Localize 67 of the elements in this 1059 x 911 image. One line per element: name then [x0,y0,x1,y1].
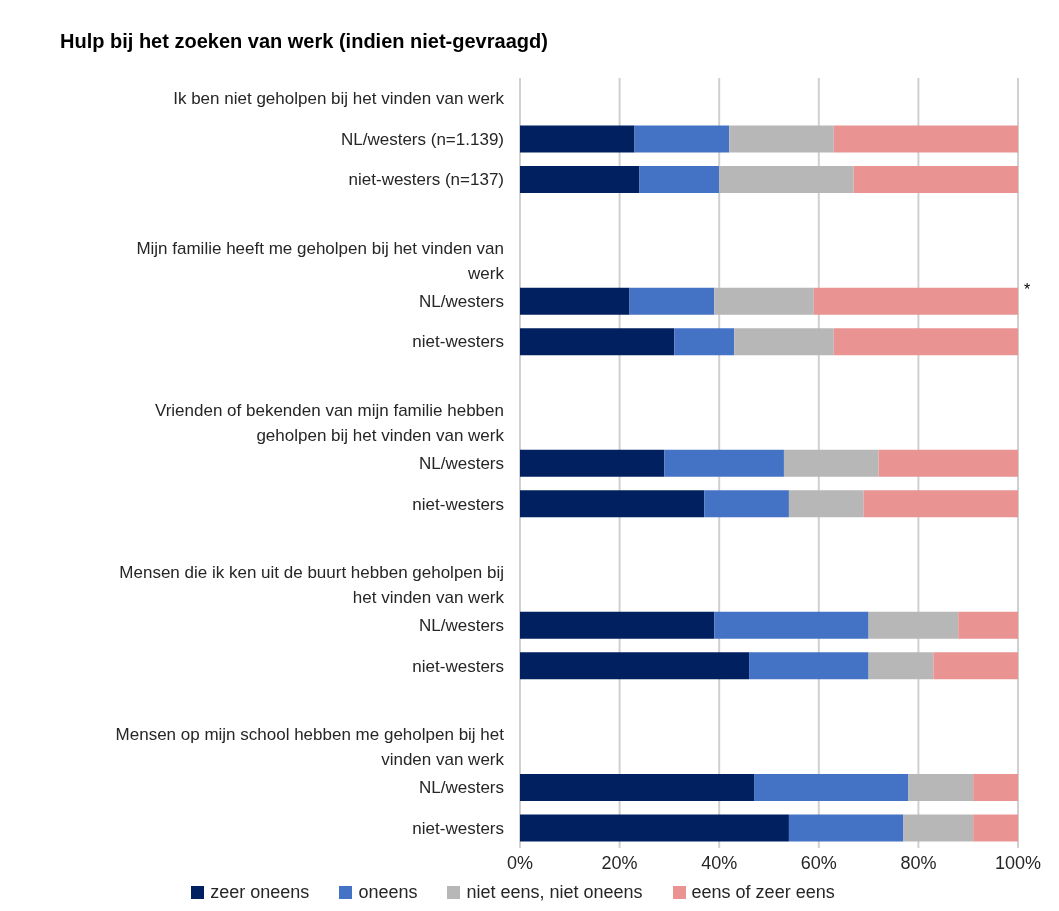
bar [719,166,854,194]
bar [629,287,715,315]
bar [833,328,1018,356]
bar [704,490,789,518]
bar [868,652,934,680]
bar [520,166,640,194]
text: * [1024,280,1031,299]
y-tick-label: niet-westers [412,656,504,676]
x-tick-label: 40% [701,852,738,873]
bar [878,449,1018,477]
bar [729,125,834,153]
bar [933,652,1018,680]
bar [973,773,1018,801]
y-tick-label: niet-westers [412,494,504,514]
bar [674,328,735,356]
x-tick-label: 20% [601,852,638,873]
bar [664,449,784,477]
bar [714,611,869,639]
bar [520,814,789,842]
legend-label: niet eens, niet oneens [466,882,643,903]
bar [813,287,1018,315]
y-tick-label: Ik ben niet geholpen bij het vinden van werk [173,88,505,108]
y-tick-label: NL/westers [418,777,504,797]
bar [520,773,755,801]
x-tick-label: 0% [506,852,534,873]
bar [754,773,909,801]
bar [520,490,705,518]
y-tick-label: niet-westers (n=137) [348,169,504,189]
y-tick-label: Mensen die ik ken uit de buurt hebben geholpen bij het vinden van werk [119,562,505,607]
bar [788,490,864,518]
y-tick-label: Mijn familie heeft me geholpen bij het vinden van werk [136,238,505,283]
bar [973,814,1018,842]
bar [868,611,959,639]
bar [634,125,730,153]
bar [520,125,635,153]
x-tick-label: 100% [994,852,1042,873]
x-tick-label: 80% [900,852,937,873]
bar [903,814,974,842]
y-tick-label: NL/westers [418,453,504,473]
y-tick-label: niet-westers [412,331,504,351]
y-tick-label: Mensen op mijn school hebben me geholpen bij het vinden van werk [115,724,505,769]
bar [958,611,1018,639]
bar [908,773,974,801]
y-tick-label: NL/westers (n=1.139) [341,129,504,149]
bar [520,652,750,680]
bar [749,652,869,680]
bar [520,449,665,477]
bar [714,287,814,315]
bar [853,166,1018,194]
bar [833,125,1018,153]
bar [639,166,720,194]
y-tick-label: NL/westers [418,615,504,635]
bar [734,328,834,356]
text: Hulp bij het zoeken van werk (indien niet-gevraagd) [59,29,549,54]
bar [788,814,904,842]
legend-label: zeer oneens [210,882,310,903]
legend-label: eens of zeer eens [691,882,835,903]
y-tick-label: niet-westers [412,818,504,838]
y-tick-label: Vrienden of bekenden van mijn familie hebben geholpen bij het vinden van werk [154,400,505,445]
y-tick-label: NL/westers [418,291,504,311]
x-tick-label: 60% [800,852,837,873]
legend-label: oneens [358,882,418,903]
bar [520,611,715,639]
bar [783,449,879,477]
bar [863,490,1018,518]
bar [520,287,630,315]
bar [520,328,675,356]
